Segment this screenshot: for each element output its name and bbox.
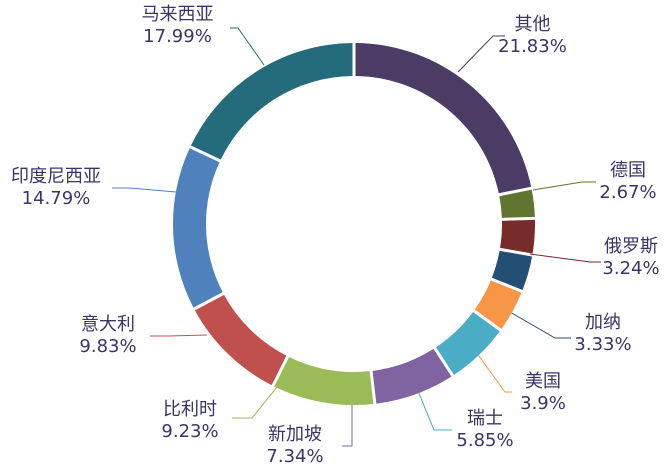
slice-percent: 14.79% — [21, 188, 91, 209]
slice-name: 德国 — [610, 160, 646, 181]
slice-name: 马来西亚 — [141, 4, 214, 25]
label-新加坡: 新加坡 7.34% — [253, 424, 337, 468]
label-比利时: 比利时 9.23% — [148, 399, 232, 443]
slice-其他 — [355, 43, 532, 194]
label-美国: 美国 3.9% — [507, 371, 579, 415]
leader-line-美国 — [475, 351, 512, 393]
slice-percent: 7.34% — [266, 446, 324, 467]
slice-name: 美国 — [525, 371, 561, 392]
slice-percent: 2.67% — [599, 182, 657, 203]
label-加纳: 加纳 3.33% — [567, 312, 639, 356]
slice-比利时 — [274, 356, 374, 405]
leader-line-瑞士 — [417, 390, 452, 431]
leader-line-意大利 — [150, 334, 208, 337]
leader-line-德国 — [532, 181, 596, 191]
leader-line-加纳 — [509, 311, 571, 339]
leader-line-俄罗斯 — [529, 253, 601, 263]
leader-line-其他 — [457, 35, 505, 73]
leader-line-比利时 — [232, 386, 278, 419]
slice-name: 俄罗斯 — [604, 236, 658, 257]
label-其他: 其他 21.83% — [475, 14, 590, 58]
slice-percent: 9.23% — [161, 421, 219, 442]
slice-percent: 3.33% — [574, 334, 632, 355]
slice-新加坡 — [372, 348, 452, 404]
slice-name: 比利时 — [163, 399, 217, 420]
label-俄罗斯: 俄罗斯 3.24% — [597, 236, 665, 280]
label-马来西亚: 马来西亚 17.99% — [125, 4, 230, 48]
slice-name: 印度尼西亚 — [11, 166, 101, 187]
leader-line-印度尼西亚 — [112, 187, 177, 193]
slice-印度尼西亚 — [172, 148, 223, 308]
leader-line-新加坡 — [342, 403, 353, 447]
slice-加纳 — [491, 250, 533, 290]
slice-name: 瑞士 — [467, 408, 503, 429]
slice-俄罗斯 — [500, 219, 535, 254]
slice-percent: 3.9% — [520, 393, 566, 414]
slice-percent: 21.83% — [498, 36, 567, 57]
slice-意大利 — [194, 294, 287, 386]
slice-percent: 9.83% — [79, 336, 137, 357]
slice-name: 其他 — [514, 14, 551, 35]
slice-name: 加纳 — [585, 312, 621, 333]
label-印度尼西亚: 印度尼西亚 14.79% — [0, 166, 112, 210]
label-德国: 德国 2.67% — [592, 160, 664, 204]
slice-name: 意大利 — [81, 314, 135, 335]
slice-瑞士 — [435, 311, 500, 375]
label-瑞士: 瑞士 5.85% — [449, 408, 521, 452]
leader-line-马来西亚 — [230, 27, 265, 66]
label-意大利: 意大利 9.83% — [66, 314, 150, 358]
slice-德国 — [499, 189, 535, 218]
slice-马来西亚 — [190, 43, 353, 160]
slice-percent: 5.85% — [456, 430, 514, 451]
slice-percent: 3.24% — [602, 258, 660, 279]
slice-美国 — [474, 280, 522, 329]
slice-percent: 17.99% — [143, 26, 212, 47]
slice-name: 新加坡 — [268, 424, 322, 445]
